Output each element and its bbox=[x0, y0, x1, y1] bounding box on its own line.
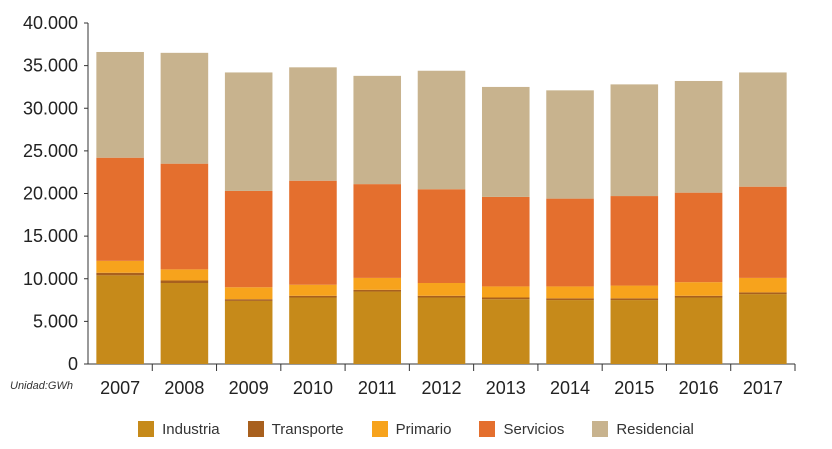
bar-segment-servicios-2007 bbox=[96, 157, 144, 261]
legend-swatch bbox=[247, 421, 264, 437]
legend-swatch bbox=[592, 421, 609, 437]
legend-label: Primario bbox=[395, 420, 452, 438]
y-tick-label: 0 bbox=[68, 354, 78, 374]
bar-segment-primario-2012 bbox=[417, 283, 466, 296]
legend-item-industria: Industria bbox=[138, 421, 220, 438]
bar-segment-servicios-2009 bbox=[224, 190, 273, 288]
x-tick-label: 2012 bbox=[421, 378, 461, 398]
y-tick-label: 40.000 bbox=[23, 13, 78, 33]
y-tick-label: 15.000 bbox=[23, 226, 78, 246]
x-tick-label: 2015 bbox=[614, 378, 654, 398]
legend-label: Residencial bbox=[616, 420, 694, 438]
bar-segment-transporte-2009 bbox=[224, 299, 273, 301]
bar-segment-industria-2012 bbox=[417, 297, 466, 364]
bar-segment-primario-2009 bbox=[224, 287, 273, 300]
bar-segment-transporte-2011 bbox=[353, 289, 402, 292]
bar-segment-industria-2016 bbox=[674, 297, 723, 364]
bar-segment-industria-2011 bbox=[353, 291, 402, 364]
bar-segment-industria-2007 bbox=[96, 275, 144, 364]
bar-segment-transporte-2014 bbox=[546, 298, 594, 301]
bar-segment-industria-2010 bbox=[289, 297, 337, 364]
chart-canvas: 0 5.000 10.000 15.000 20.000 25.000 30.000 35.0… bbox=[23, 13, 796, 398]
bar-segment-servicios-2014 bbox=[546, 198, 594, 287]
bar-segment-transporte-2016 bbox=[674, 295, 723, 298]
bar-segment-residencial-2007 bbox=[96, 51, 144, 158]
x-tick-label: 2010 bbox=[293, 378, 333, 398]
legend-item-residencial: Residencial bbox=[592, 421, 694, 438]
bar-segment-residencial-2012 bbox=[417, 70, 466, 190]
legend-item-primario: Primario bbox=[371, 420, 452, 438]
bar-segment-transporte-2007 bbox=[96, 272, 144, 276]
y-tick-label: 20.000 bbox=[23, 184, 78, 204]
bar-segment-primario-2013 bbox=[481, 286, 530, 298]
legend-item-servicios: Servicios bbox=[479, 421, 564, 438]
stacked-bar-chart: 0 5.000 10.000 15.000 20.000 25.000 30.000 35.0… bbox=[23, 13, 796, 398]
bar-segment-transporte-2017 bbox=[739, 292, 787, 295]
legend-swatch bbox=[479, 421, 496, 437]
bar-segment-residencial-2010 bbox=[289, 67, 337, 181]
legend-label: Transporte bbox=[271, 420, 344, 438]
legend-label: Industria bbox=[162, 420, 220, 438]
bar-segment-servicios-2011 bbox=[353, 184, 402, 278]
x-tick-label: 2016 bbox=[679, 378, 719, 398]
bar-segment-primario-2015 bbox=[610, 285, 659, 299]
bar-segment-residencial-2015 bbox=[610, 84, 659, 197]
bar-segment-industria-2008 bbox=[160, 283, 209, 364]
bar-segment-servicios-2013 bbox=[481, 196, 530, 287]
x-tick-label: 2009 bbox=[229, 378, 269, 398]
bar-segment-residencial-2016 bbox=[674, 80, 723, 193]
x-tick-label: 2007 bbox=[100, 378, 140, 398]
y-tick-label: 10.000 bbox=[23, 269, 78, 289]
bar-segment-primario-2007 bbox=[96, 260, 144, 273]
bar-segment-transporte-2013 bbox=[481, 297, 530, 300]
legend-swatch bbox=[138, 421, 155, 437]
bar-segment-transporte-2015 bbox=[610, 298, 659, 301]
bar-segment-industria-2009 bbox=[224, 300, 273, 364]
x-tick-label: 2011 bbox=[358, 378, 397, 398]
x-tick-label: 2017 bbox=[743, 378, 783, 398]
bar-segment-primario-2017 bbox=[739, 277, 787, 293]
y-tick-label: 35.000 bbox=[23, 56, 78, 76]
bar-segment-primario-2010 bbox=[289, 284, 337, 296]
x-tick-label: 2008 bbox=[164, 378, 204, 398]
bar-segment-industria-2014 bbox=[546, 300, 594, 364]
bar-segment-residencial-2011 bbox=[353, 75, 402, 185]
y-tick-label: 25.000 bbox=[23, 141, 78, 161]
bar-segment-industria-2017 bbox=[739, 294, 787, 364]
bar-segment-primario-2011 bbox=[353, 277, 402, 290]
x-tick-label: 2014 bbox=[550, 378, 590, 398]
bar-segment-industria-2015 bbox=[610, 300, 659, 364]
bar-segment-transporte-2010 bbox=[289, 295, 337, 298]
bar-segment-servicios-2017 bbox=[739, 186, 787, 278]
legend-item-transporte: Transporte bbox=[247, 420, 344, 438]
bar-segment-transporte-2008 bbox=[160, 280, 209, 284]
bar-segment-servicios-2012 bbox=[417, 189, 466, 284]
legend-swatch bbox=[371, 421, 388, 437]
bar-segment-residencial-2013 bbox=[481, 86, 530, 197]
bar-segment-servicios-2016 bbox=[674, 192, 723, 283]
bar-segment-servicios-2010 bbox=[289, 180, 337, 285]
y-tick-label: 5.000 bbox=[33, 311, 78, 331]
y-tick-label: 30.000 bbox=[23, 98, 78, 118]
bar-segment-primario-2016 bbox=[674, 282, 723, 296]
legend-label: Servicios bbox=[503, 420, 565, 438]
x-tick-label: 2013 bbox=[486, 378, 526, 398]
bar-segment-residencial-2009 bbox=[224, 72, 273, 191]
bar-segment-primario-2008 bbox=[160, 269, 209, 281]
bar-segment-residencial-2008 bbox=[160, 52, 209, 164]
chart-legend: Industria Transporte Primario Servicios Resi… bbox=[0, 415, 832, 443]
unit-label: Unidad:GWh bbox=[10, 380, 73, 392]
bar-segment-residencial-2014 bbox=[546, 90, 594, 199]
bar-segment-transporte-2012 bbox=[417, 295, 466, 298]
bar-segment-primario-2014 bbox=[546, 286, 594, 299]
bar-segment-industria-2013 bbox=[481, 299, 530, 364]
bar-segment-servicios-2015 bbox=[610, 196, 659, 286]
bar-segment-residencial-2017 bbox=[739, 72, 787, 187]
bar-segment-servicios-2008 bbox=[160, 163, 209, 270]
